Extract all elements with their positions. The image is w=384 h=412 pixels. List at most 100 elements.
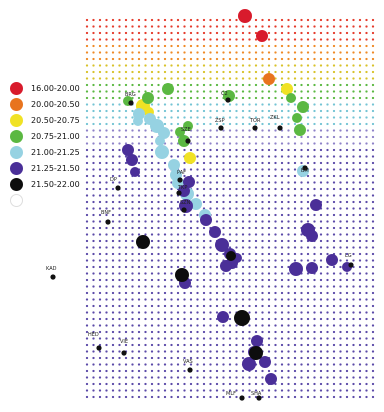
grid-dot xyxy=(92,122,95,126)
grid-dot xyxy=(352,395,355,399)
grid-dot xyxy=(332,265,336,269)
grid-dot xyxy=(131,194,134,197)
grid-dot xyxy=(267,57,271,61)
station-label: VIE xyxy=(120,339,128,345)
grid-dot xyxy=(176,259,180,262)
grid-dot xyxy=(228,194,232,197)
grid-dot xyxy=(365,317,368,321)
grid-dot xyxy=(241,272,245,275)
grid-dot xyxy=(293,324,297,327)
grid-dot xyxy=(248,200,251,204)
grid-dot xyxy=(196,57,199,61)
grid-dot xyxy=(92,90,95,93)
grid-dot xyxy=(293,194,297,197)
grid-dot xyxy=(248,291,251,295)
grid-dot xyxy=(365,103,368,106)
grid-dot xyxy=(85,363,89,366)
station-dot xyxy=(225,97,231,103)
grid-dot xyxy=(306,278,310,282)
grid-dot xyxy=(176,96,180,100)
grid-dot xyxy=(293,278,297,282)
grid-dot xyxy=(196,356,199,360)
station-dot xyxy=(128,100,134,106)
grid-dot xyxy=(124,369,128,373)
grid-dot xyxy=(339,187,342,191)
grid-dot xyxy=(111,233,115,236)
grid-dot xyxy=(274,90,277,93)
grid-dot xyxy=(313,278,316,282)
grid-dot xyxy=(228,233,232,236)
grid-dot xyxy=(189,148,193,152)
grid-dot xyxy=(111,122,115,126)
grid-dot xyxy=(157,51,160,54)
grid-dot xyxy=(267,389,271,392)
class-circle xyxy=(178,135,190,147)
grid-dot xyxy=(196,376,199,379)
grid-dot xyxy=(371,135,375,139)
grid-dot xyxy=(209,38,212,41)
station-label: SZE xyxy=(181,127,191,133)
grid-dot xyxy=(105,129,108,132)
grid-dot xyxy=(261,25,264,28)
grid-dot xyxy=(371,298,375,301)
grid-dot xyxy=(124,44,128,48)
grid-dot xyxy=(241,181,245,184)
grid-dot xyxy=(163,18,167,22)
grid-dot xyxy=(92,181,95,184)
grid-dot xyxy=(170,285,173,288)
grid-dot xyxy=(202,31,206,35)
grid-dot xyxy=(163,161,167,165)
grid-dot xyxy=(196,96,199,100)
grid-dot xyxy=(248,38,251,41)
grid-dot xyxy=(111,174,115,178)
grid-dot xyxy=(365,194,368,197)
grid-dot xyxy=(371,265,375,269)
grid-dot xyxy=(92,51,95,54)
grid-dot xyxy=(235,363,238,366)
grid-dot xyxy=(371,90,375,93)
grid-dot xyxy=(267,194,271,197)
grid-dot xyxy=(228,181,232,184)
grid-dot xyxy=(202,363,206,366)
grid-dot xyxy=(215,194,219,197)
grid-dot xyxy=(306,161,310,165)
grid-dot xyxy=(209,181,212,184)
grid-dot xyxy=(274,109,277,113)
grid-dot xyxy=(118,18,121,22)
grid-dot xyxy=(261,311,264,314)
grid-dot xyxy=(92,174,95,178)
grid-dot xyxy=(293,389,297,392)
grid-dot xyxy=(248,25,251,28)
grid-dot xyxy=(105,298,108,301)
grid-dot xyxy=(92,304,95,308)
grid-dot xyxy=(98,64,102,67)
grid-dot xyxy=(326,343,329,347)
grid-dot xyxy=(287,389,290,392)
grid-dot xyxy=(209,324,212,327)
grid-dot xyxy=(365,142,368,145)
grid-dot xyxy=(183,356,186,360)
grid-dot xyxy=(319,38,323,41)
grid-dot xyxy=(261,239,264,243)
grid-dot xyxy=(261,207,264,210)
grid-dot xyxy=(215,155,219,158)
grid-dot xyxy=(332,278,336,282)
grid-dot xyxy=(300,311,303,314)
grid-dot xyxy=(319,350,323,353)
grid-dot xyxy=(118,44,121,48)
grid-dot xyxy=(98,103,102,106)
grid-dot xyxy=(235,369,238,373)
grid-dot xyxy=(293,64,297,67)
grid-dot xyxy=(150,44,154,48)
grid-dot xyxy=(137,200,141,204)
grid-dot xyxy=(365,298,368,301)
grid-dot xyxy=(345,174,349,178)
grid-dot xyxy=(150,382,154,386)
grid-dot xyxy=(118,252,121,256)
grid-dot xyxy=(267,155,271,158)
grid-dot xyxy=(274,83,277,87)
grid-dot xyxy=(241,278,245,282)
grid-dot xyxy=(332,155,336,158)
grid-dot xyxy=(293,51,297,54)
